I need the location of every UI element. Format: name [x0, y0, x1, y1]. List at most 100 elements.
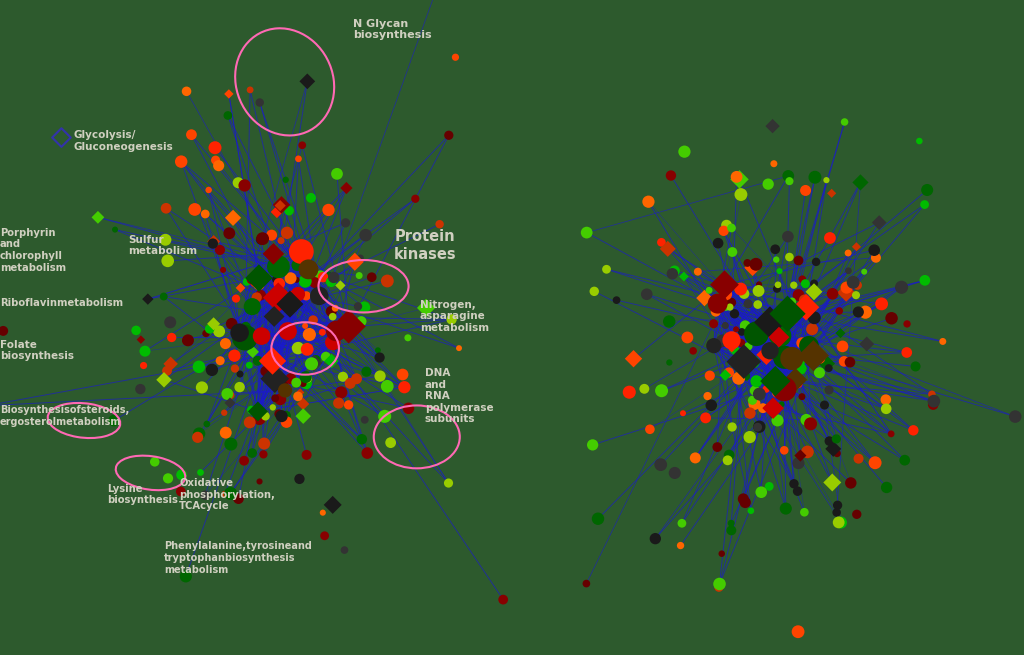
Point — [715, 335, 731, 346]
Point — [867, 457, 884, 468]
Point — [298, 449, 314, 460]
Point — [626, 354, 642, 364]
Point — [340, 321, 356, 331]
Point — [746, 399, 763, 409]
Point — [798, 185, 814, 196]
Point — [689, 267, 706, 277]
Point — [331, 398, 347, 408]
Point — [323, 276, 339, 287]
Point — [719, 220, 735, 231]
Point — [639, 289, 655, 299]
Point — [779, 309, 796, 319]
Point — [836, 356, 852, 367]
Point — [762, 346, 778, 356]
Point — [177, 571, 194, 582]
Point — [818, 358, 835, 369]
Point — [790, 486, 806, 496]
Point — [290, 391, 306, 402]
Point — [767, 244, 783, 255]
Point — [852, 177, 868, 187]
Point — [732, 284, 749, 294]
Point — [238, 322, 254, 332]
Point — [750, 422, 766, 432]
Point — [258, 366, 274, 377]
Point — [924, 389, 940, 400]
Point — [303, 358, 319, 369]
Point — [291, 474, 307, 484]
Point — [793, 364, 809, 374]
Point — [251, 272, 267, 283]
Point — [237, 332, 253, 343]
Point — [447, 52, 464, 62]
Point — [801, 341, 817, 351]
Point — [771, 332, 787, 343]
Point — [231, 328, 248, 338]
Point — [306, 277, 323, 288]
Point — [306, 358, 323, 368]
Point — [183, 130, 200, 140]
Point — [925, 400, 941, 410]
Point — [328, 338, 344, 348]
Point — [818, 175, 835, 185]
Point — [328, 326, 344, 336]
Point — [828, 507, 845, 517]
Point — [771, 266, 787, 276]
Point — [804, 324, 820, 335]
Point — [717, 320, 733, 331]
Point — [758, 384, 774, 394]
Point — [333, 387, 349, 398]
Point — [163, 359, 179, 369]
Point — [718, 299, 734, 310]
Point — [828, 448, 845, 458]
Point — [160, 473, 176, 483]
Point — [242, 417, 258, 428]
Point — [158, 234, 174, 245]
Point — [178, 86, 195, 96]
Point — [231, 369, 248, 379]
Point — [324, 356, 340, 366]
Point — [329, 168, 345, 179]
Point — [723, 335, 739, 346]
Point — [791, 458, 807, 468]
Point — [254, 233, 270, 244]
Point — [795, 274, 811, 284]
Point — [717, 370, 733, 381]
Point — [264, 402, 281, 413]
Point — [356, 415, 373, 425]
Point — [370, 345, 386, 356]
Point — [342, 378, 358, 388]
Point — [653, 386, 670, 396]
Point — [298, 379, 314, 389]
Point — [807, 172, 823, 183]
Point — [256, 438, 272, 449]
Point — [216, 489, 232, 499]
Point — [764, 121, 780, 132]
Point — [907, 361, 924, 371]
Point — [295, 411, 311, 421]
Point — [653, 237, 670, 248]
Point — [736, 288, 753, 299]
Point — [700, 285, 717, 295]
Point — [305, 315, 322, 326]
Point — [418, 303, 434, 313]
Point — [250, 406, 266, 417]
Point — [299, 373, 315, 384]
Point — [916, 275, 933, 286]
Point — [279, 417, 295, 427]
Point — [857, 307, 873, 318]
Point — [106, 225, 123, 235]
Point — [598, 264, 614, 274]
Point — [212, 356, 228, 366]
Point — [728, 172, 744, 182]
Point — [271, 253, 288, 264]
Point — [733, 327, 750, 337]
Point — [132, 384, 148, 394]
Point — [706, 341, 722, 351]
Point — [696, 293, 713, 303]
Point — [842, 357, 858, 367]
Point — [288, 377, 304, 388]
Point — [676, 271, 692, 282]
Point — [884, 313, 900, 324]
Point — [299, 76, 315, 86]
Point — [244, 448, 260, 458]
